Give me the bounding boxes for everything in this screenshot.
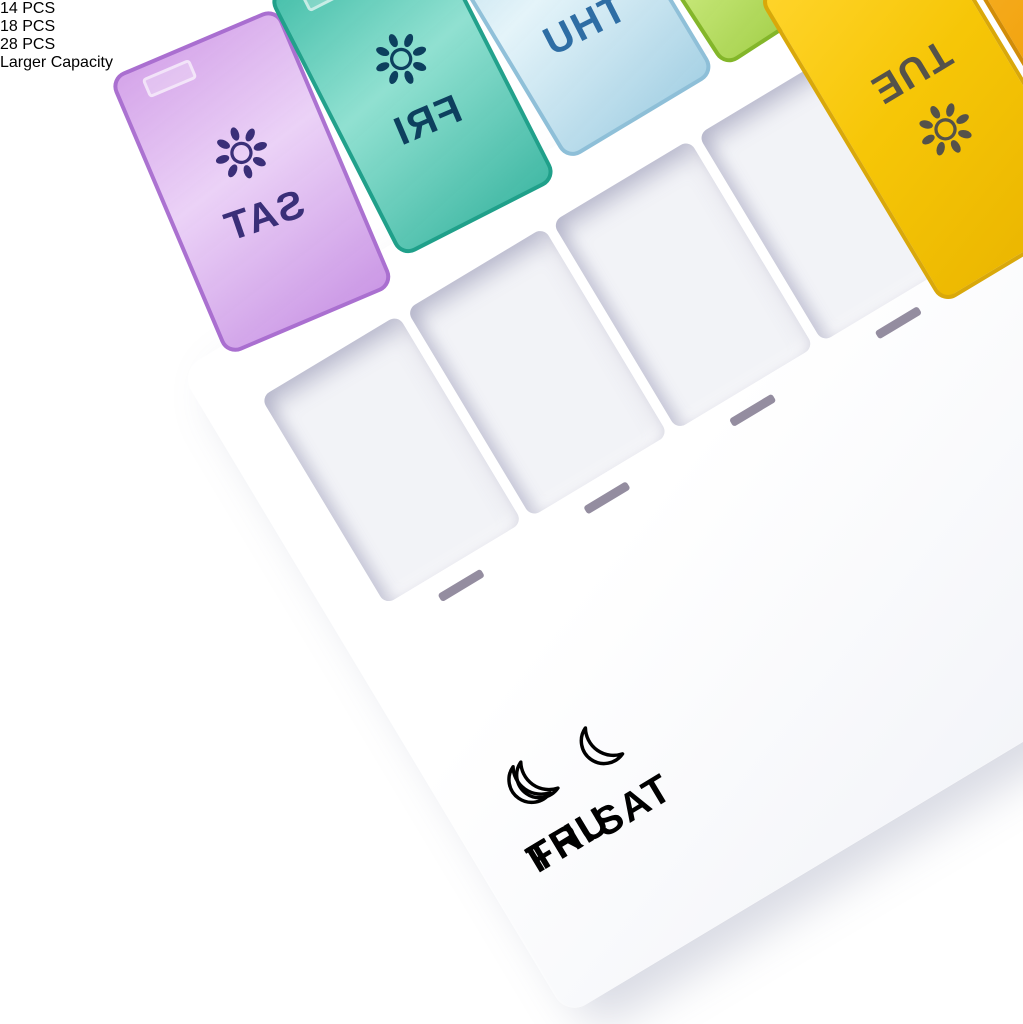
legend-item-tablet: 18 PCS [0,18,1023,36]
day-label: SAT [217,181,311,251]
sun-icon [205,116,279,190]
pill-organizer: SAT FRI THU WED [108,0,1023,1016]
legend-item-capsule: 28 PCS [0,36,1023,54]
moon-icon [494,742,575,823]
legend-unit: PCS [22,36,56,53]
day-label: THU [534,0,633,65]
lid-latch-tab [299,0,356,13]
legend-count: 18 [0,18,18,35]
day-label: FRI [385,86,468,155]
legend-item-softgel: 14 PCS [0,0,1023,18]
sun-icon [363,21,439,97]
sun-icon [905,89,985,169]
legend-count: 28 [0,36,18,53]
lid-latch-tab [141,58,198,99]
legend-count: 14 [0,0,18,17]
legend-unit: PCS [22,18,56,35]
banner-title: Larger Capacity [0,54,113,71]
legend-unit: PCS [22,0,56,17]
